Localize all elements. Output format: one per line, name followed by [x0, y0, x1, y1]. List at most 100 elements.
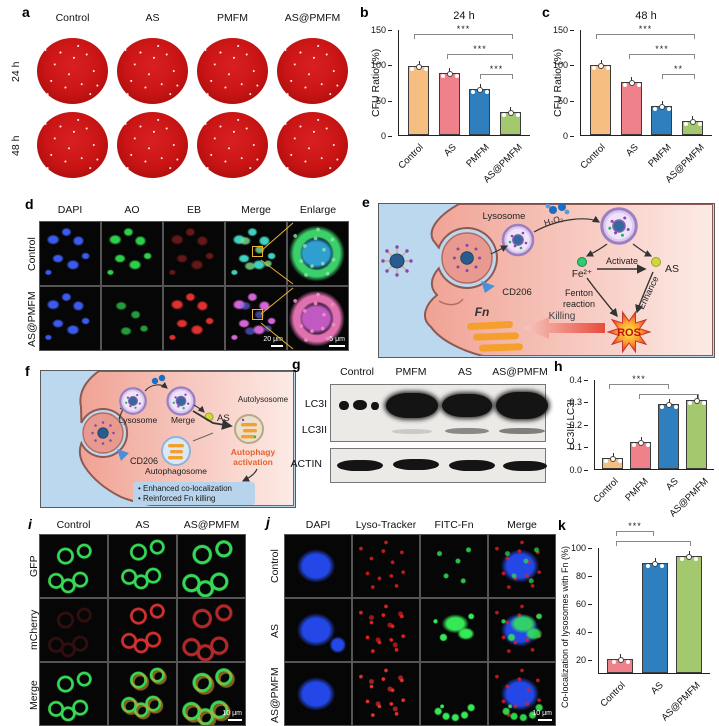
y-tick: 0.0 [564, 465, 588, 475]
panel-a-label: a [22, 4, 30, 20]
chart-lc3-ratio: h LC3II/ LC3I 0.4 0.3 0.2 0.1 0.0 *** Co… [552, 358, 719, 519]
fluorescence-signal [353, 599, 419, 661]
fluorescence-signal [40, 287, 100, 350]
zoom-region-box [252, 309, 263, 320]
micrograph-fitc-fn [420, 662, 488, 726]
bar-as [658, 399, 679, 469]
colony-speckles [277, 112, 348, 178]
mechanism-diagram-svg: CD206 Lysosome H₂O₂ Fe²⁺ AS Activate Fen… [380, 203, 714, 357]
d-row-header: AS@PMFM [26, 291, 38, 347]
bar-as [620, 76, 642, 135]
autophagy-activation-label-2: activation [233, 457, 273, 467]
arrow-to-as [632, 243, 653, 257]
blot-band [339, 401, 349, 410]
y-tick: 20 [568, 655, 592, 665]
i-row-header: Merge [28, 680, 40, 710]
micrograph-dapi [39, 286, 101, 351]
micrograph-lysotracker [352, 534, 420, 598]
chart-cfu-48h: c 48 h CFU Ratio (%) 150 100 50 0 *** **… [540, 4, 719, 194]
activate-label: Activate [606, 256, 638, 266]
bracket-line [192, 432, 214, 442]
autophagy-activation-label-1: Autophagy [231, 447, 276, 457]
micrograph-eb [163, 286, 225, 351]
fluorescence-signal [115, 663, 176, 723]
micrograph-dapi [284, 534, 352, 598]
bar-control [590, 60, 612, 135]
y-tick: 0 [550, 131, 574, 141]
autophagosome-icon [161, 436, 191, 466]
arrow-to-lysosome [490, 245, 509, 255]
micrograph-merge [39, 662, 108, 726]
panel-i-label: i [28, 516, 32, 532]
blot-band [449, 460, 495, 471]
blot-band [499, 428, 545, 434]
blot-lane-header: AS [457, 366, 472, 378]
arrow-enhance-to-ros [635, 271, 654, 314]
fluorescence-signal [113, 599, 176, 657]
panel-h-label: h [554, 358, 563, 374]
significance-bracket [639, 394, 699, 399]
significance-bracket: *** [480, 64, 513, 79]
y-axis-label: CFU Ratio (%) [552, 48, 564, 118]
h2o2-molecules-icon [151, 374, 166, 385]
significance-bracket: ** [662, 64, 695, 79]
fluorescence-signal [489, 535, 555, 597]
y-tick: 150 [368, 25, 392, 35]
micrograph-gfp [108, 534, 177, 598]
fluorescence-signal [421, 535, 487, 597]
fluorescence-signal [40, 599, 107, 661]
blot-row-label: LC3II [301, 424, 327, 436]
colony-speckles [37, 112, 108, 178]
micrograph-lysotracker [352, 662, 420, 726]
fluorescence-signal [353, 535, 419, 597]
chart-cfu-24h: b 24 h CFU Ratio (%) 150 100 50 0 *** **… [358, 4, 538, 194]
y-tick: 50 [368, 96, 392, 106]
as-dot-icon [651, 257, 661, 267]
d-col-header: AO [124, 204, 140, 216]
micrograph-fitc-fn [420, 534, 488, 598]
cd206-arrow-icon [481, 281, 495, 293]
mechanism-diagram: CD206 Lysosome H₂O₂ Fe²⁺ AS Activate Fen… [378, 203, 715, 358]
significance-bracket: *** [629, 44, 695, 59]
micrograph-mcherry [108, 598, 177, 662]
plate-col-header: Control [55, 12, 90, 24]
fluorescence-signal [178, 663, 245, 725]
j-row-header: AS [269, 624, 281, 639]
arrow-to-fe [585, 243, 608, 257]
zoom-region-box [252, 246, 263, 257]
panel-g-label: g [292, 356, 301, 372]
autophagosome-label: Autophagosome [145, 466, 207, 476]
bar-aspmfm [681, 116, 703, 135]
fn-label: Fn [475, 305, 490, 319]
merge-label: Merge [171, 415, 195, 425]
colony-speckles [117, 38, 188, 104]
fluorescence-signal [288, 222, 348, 285]
j-col-header: Lyso-Tracker [355, 519, 417, 531]
plot-area [598, 548, 710, 674]
lysosome-icon [119, 387, 147, 415]
fluorescence-signal [288, 287, 348, 350]
blot-band [496, 392, 548, 419]
significance-stars: *** [489, 64, 504, 74]
fenton-label-1: Fenton [565, 288, 593, 298]
fluorescence-signal [113, 535, 176, 593]
i-col-header: AS@PMFM [183, 519, 240, 531]
blot-band [393, 459, 439, 470]
i-col-header: AS [135, 519, 150, 531]
fluorescence-signal [285, 535, 351, 597]
significance-stars: *** [456, 24, 471, 34]
fluorescence-signal [102, 287, 162, 350]
fe-ion-icon [577, 257, 587, 267]
bar-control [602, 452, 623, 469]
panel-k-label: k [558, 517, 566, 533]
y-tick: 40 [568, 627, 592, 637]
arrow-merge-to-as [193, 404, 205, 413]
plot-area [580, 30, 712, 136]
micrograph-ao [101, 221, 163, 286]
blot-row-label: LC3I [304, 398, 327, 410]
plot-area [594, 380, 714, 470]
j-row-header: Control [269, 549, 281, 583]
summary-box [133, 482, 255, 505]
agar-plate [277, 38, 348, 104]
